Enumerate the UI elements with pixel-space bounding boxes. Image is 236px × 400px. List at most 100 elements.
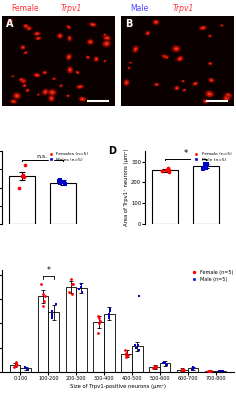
- Point: [160, 168, 164, 174]
- Ellipse shape: [51, 91, 54, 94]
- Point: [97, 320, 101, 326]
- Point: [70, 281, 74, 288]
- Point: [80, 288, 84, 295]
- Ellipse shape: [67, 95, 69, 96]
- Point: [192, 365, 196, 372]
- Ellipse shape: [209, 92, 214, 96]
- Point: [70, 291, 74, 297]
- Ellipse shape: [34, 36, 43, 41]
- Point: [97, 315, 101, 322]
- Text: A: A: [6, 19, 13, 29]
- Ellipse shape: [105, 42, 108, 45]
- Ellipse shape: [21, 45, 25, 50]
- Ellipse shape: [127, 66, 131, 70]
- Ellipse shape: [225, 93, 232, 98]
- Ellipse shape: [206, 91, 213, 97]
- Ellipse shape: [79, 86, 81, 88]
- Point: [23, 162, 26, 168]
- Point: [22, 172, 25, 178]
- Ellipse shape: [182, 80, 185, 82]
- Point: [22, 174, 26, 180]
- Ellipse shape: [65, 52, 73, 62]
- Ellipse shape: [198, 25, 208, 31]
- Ellipse shape: [13, 93, 21, 99]
- Bar: [152, 170, 178, 224]
- Bar: [205, 371, 215, 372]
- Point: [96, 313, 100, 319]
- Ellipse shape: [49, 95, 54, 101]
- Point: [107, 315, 110, 322]
- Bar: [149, 367, 160, 372]
- Bar: [21, 368, 31, 372]
- Point: [203, 161, 206, 168]
- Point: [217, 368, 221, 374]
- Ellipse shape: [37, 94, 39, 96]
- Ellipse shape: [51, 77, 57, 81]
- Point: [162, 360, 166, 367]
- Ellipse shape: [34, 73, 40, 77]
- Ellipse shape: [104, 34, 105, 35]
- Ellipse shape: [24, 51, 28, 54]
- Ellipse shape: [170, 44, 182, 54]
- Point: [206, 368, 210, 374]
- Ellipse shape: [210, 93, 212, 95]
- Ellipse shape: [201, 98, 209, 105]
- Ellipse shape: [179, 58, 181, 60]
- Ellipse shape: [49, 90, 56, 95]
- Ellipse shape: [36, 33, 38, 34]
- Point: [57, 178, 61, 184]
- Point: [163, 359, 166, 366]
- Ellipse shape: [20, 79, 22, 80]
- Ellipse shape: [88, 22, 98, 28]
- Ellipse shape: [104, 36, 110, 40]
- Ellipse shape: [94, 57, 98, 62]
- Bar: [10, 365, 21, 372]
- Ellipse shape: [25, 25, 27, 27]
- Point: [77, 286, 81, 292]
- Ellipse shape: [52, 78, 56, 80]
- Ellipse shape: [43, 71, 47, 74]
- Point: [80, 284, 83, 290]
- Ellipse shape: [151, 18, 161, 26]
- Ellipse shape: [87, 57, 89, 58]
- Ellipse shape: [204, 100, 206, 102]
- Ellipse shape: [182, 81, 184, 82]
- Ellipse shape: [102, 34, 112, 42]
- Ellipse shape: [81, 98, 84, 100]
- Ellipse shape: [223, 91, 234, 100]
- Ellipse shape: [19, 78, 23, 81]
- Ellipse shape: [67, 25, 71, 29]
- Ellipse shape: [18, 78, 25, 82]
- Ellipse shape: [208, 35, 211, 37]
- Point: [26, 366, 30, 373]
- Ellipse shape: [124, 80, 129, 86]
- Ellipse shape: [68, 26, 70, 28]
- Ellipse shape: [10, 100, 17, 104]
- Point: [67, 288, 71, 295]
- Point: [17, 184, 21, 191]
- Ellipse shape: [153, 20, 159, 24]
- Point: [137, 293, 140, 300]
- Ellipse shape: [7, 21, 11, 23]
- Text: B: B: [125, 19, 132, 29]
- Point: [63, 180, 67, 187]
- Legend: Female (n=5), Male (n=5): Female (n=5), Male (n=5): [192, 152, 232, 162]
- Point: [109, 308, 112, 314]
- Ellipse shape: [68, 36, 72, 41]
- Ellipse shape: [23, 50, 29, 55]
- Ellipse shape: [12, 101, 15, 102]
- Ellipse shape: [182, 89, 186, 91]
- Ellipse shape: [11, 75, 15, 78]
- Ellipse shape: [147, 32, 149, 34]
- Ellipse shape: [200, 26, 206, 30]
- Ellipse shape: [46, 88, 58, 97]
- Ellipse shape: [164, 56, 166, 57]
- Bar: [177, 370, 188, 372]
- Ellipse shape: [144, 30, 151, 36]
- Ellipse shape: [59, 84, 63, 87]
- Ellipse shape: [69, 69, 71, 71]
- Bar: [104, 314, 115, 372]
- Ellipse shape: [32, 72, 42, 78]
- Text: *: *: [183, 149, 188, 158]
- Point: [166, 165, 170, 172]
